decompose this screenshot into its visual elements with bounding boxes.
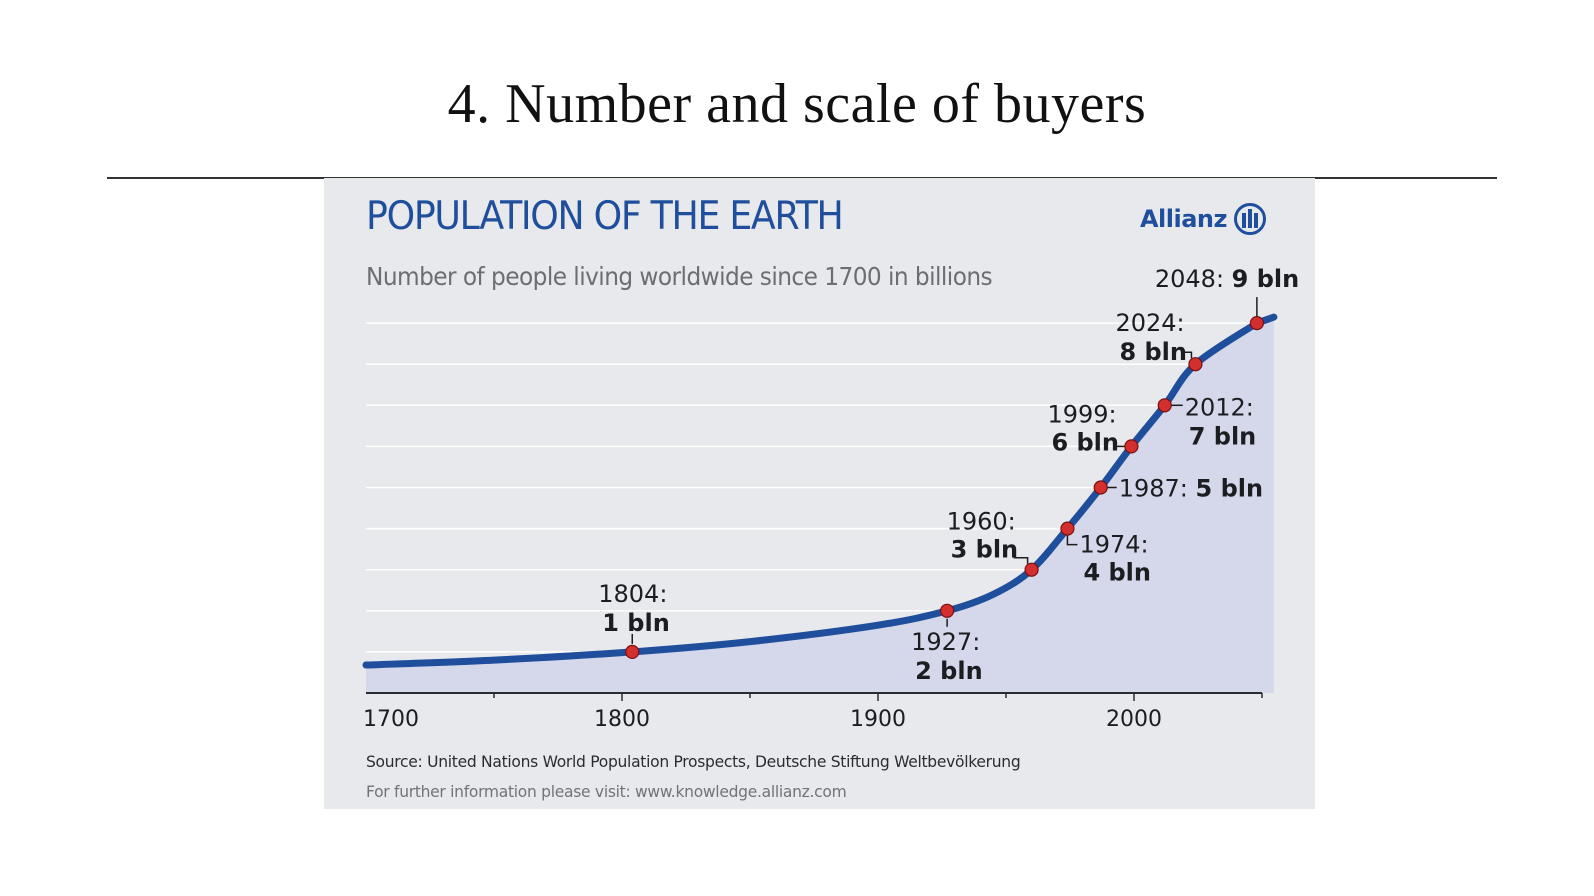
leader-line — [1066, 534, 1078, 546]
milestone-value: 8 bln — [1119, 338, 1187, 366]
milestone-value: 2 bln — [915, 657, 983, 685]
milestone-marker — [625, 644, 640, 659]
milestone-marker — [1093, 480, 1108, 495]
milestone-marker — [1188, 357, 1203, 372]
milestone-value: 4 bln — [1083, 559, 1151, 587]
chart-subtitle: Number of people living worldwide since … — [366, 262, 993, 291]
chart-title: POPULATION OF THE EARTH — [366, 194, 844, 239]
milestone-marker — [940, 603, 955, 618]
slide-title: 4. Number and scale of buyers — [447, 73, 1147, 135]
population-line — [362, 313, 1278, 669]
source-note: Source: United Nations World Population … — [366, 752, 1021, 771]
allianz-logo-icon — [1233, 202, 1267, 236]
milestone-year: 1960: — [947, 508, 1016, 536]
milestone-year: 1927: — [911, 628, 980, 656]
milestone-year: 1999: — [1047, 400, 1116, 428]
milestone-value: 1 bln — [602, 609, 670, 637]
x-tick-label: 2000 — [1106, 707, 1162, 732]
milestone-marker — [1024, 562, 1039, 577]
milestone-marker — [1249, 316, 1264, 331]
brand-name: Allianz — [1139, 205, 1228, 233]
area-fill — [366, 317, 1274, 693]
milestone-marker — [1124, 439, 1139, 454]
milestone-year: 2024: — [1115, 309, 1184, 337]
milestone-year: 1987: — [1119, 475, 1196, 503]
milestone-value: 6 bln — [1051, 428, 1119, 456]
milestone-value: 5 bln — [1196, 475, 1264, 503]
milestone-year: 1974: — [1079, 531, 1148, 559]
milestone-value: 3 bln — [951, 536, 1019, 564]
population-chart: 1700 1800 1900 2000 1804:1 bln 1927:2 bln 196… — [362, 265, 1299, 732]
allianz-brand: Allianz — [1140, 202, 1267, 236]
leader-line — [1181, 351, 1193, 359]
x-tick-label: 1800 — [594, 707, 650, 732]
milestone-year: 2048: — [1155, 265, 1232, 293]
milestone-label: 1987: 5 bln — [1119, 475, 1263, 503]
milestone-marker — [1157, 398, 1172, 413]
x-tick-label: 1700 — [363, 707, 419, 732]
milestone-year: 1804: — [598, 580, 667, 608]
infographic-panel: 1700 1800 1900 2000 1804: 1 bln 1927: 2 bln 196… — [324, 178, 1315, 809]
milestone-value: 7 bln — [1189, 422, 1257, 450]
milestone-label: 2048: 9 bln — [1155, 265, 1299, 293]
milestone-marker — [1060, 521, 1075, 536]
more-info-link: For further information please visit: ww… — [366, 782, 847, 801]
leader-line — [1013, 556, 1029, 564]
milestone-value: 9 bln — [1232, 265, 1300, 293]
milestone-year: 2012: — [1185, 393, 1254, 421]
x-tick-label: 1900 — [850, 707, 906, 732]
